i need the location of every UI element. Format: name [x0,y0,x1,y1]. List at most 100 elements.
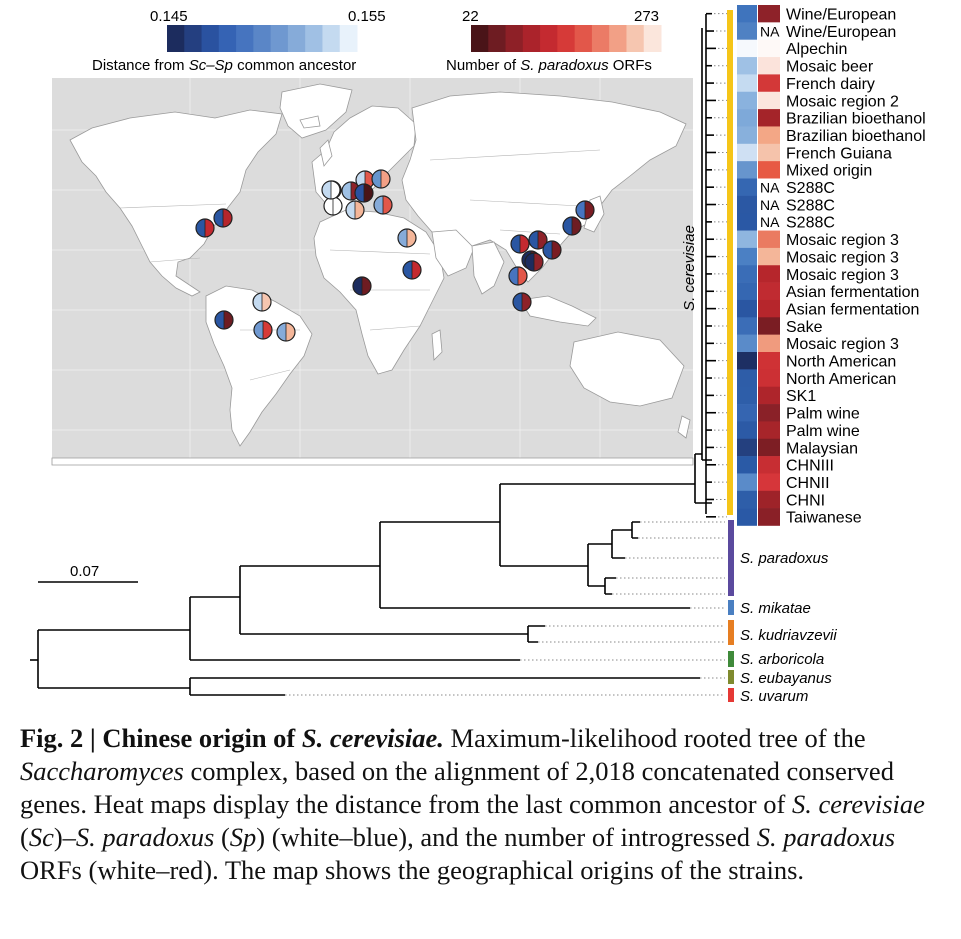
marker-japan [575,200,595,220]
heat-cell-distance [737,438,757,457]
heat-cell-distance [737,230,757,249]
heat-cell-distance [737,161,757,179]
heat-cell-orfs [758,386,780,405]
figure-caption: Fig. 2 | Chinese origin of S. cerevisiae… [20,723,925,885]
heat-cell-orfs [758,317,780,335]
tree-branch-eub-uva [38,677,700,696]
legend-orfs: 22 273 Number of S. paradoxus ORFs [446,8,662,74]
heat-cell-orfs [758,57,780,75]
heat-cell-distance [737,317,757,335]
heat-cell-na-label: NA [760,23,780,39]
species-label: S. kudriavzevii [740,627,837,644]
marker-south-america-3 [253,320,273,340]
heat-cell-distance [737,265,757,283]
heat-cell-distance [737,22,757,40]
heat-cell-distance [737,178,757,197]
strain-label: Wine/European [786,24,896,41]
heat-cell-orfs [758,438,780,457]
marker-europe-4 [371,169,391,189]
heat-cell-orfs [758,473,780,492]
species-bar [728,651,734,667]
species-bar [728,688,734,702]
tree-branch-par [380,484,640,595]
marker-europe-5 [323,196,343,216]
legend-swatch [270,25,289,52]
map-markers [195,169,595,342]
strain-label: Palm wine [786,406,860,423]
cerevisiae-clade-bar [727,10,733,515]
legend-swatch [488,25,507,52]
heat-cell-distance [737,39,757,58]
strain-label: North American [786,371,896,388]
legend-swatch [505,25,524,52]
legend-swatch [626,25,645,52]
heat-cell-orfs [758,490,780,509]
marker-africa-west [352,276,372,296]
tree-branch-kud [190,566,545,643]
heat-cell-distance [737,213,757,231]
strain-label: CHNI [786,492,825,509]
heat-cell-distance [737,334,757,353]
strain-label: Mosaic region 3 [786,232,899,249]
heat-cell-orfs [758,282,780,301]
legend-swatch [218,25,237,52]
legend-distance-gradient [167,25,358,52]
strain-label: Brazilian bioethanol [786,128,926,145]
legend-swatch [540,25,558,52]
heat-cell-orfs [758,421,780,440]
heat-cell-na-label: NA [760,197,780,213]
strain-label: Palm wine [786,423,860,440]
strain-label: Mosaic region 3 [786,336,899,353]
marker-north-america-2 [213,208,233,228]
strain-label: Taiwanese [786,510,862,527]
tree-branch-cer [500,28,712,504]
heat-cell-orfs [758,230,780,249]
heat-cell-distance [737,195,757,214]
strain-label: SK1 [786,388,816,405]
world-map [51,78,694,466]
heat-cell-orfs [758,143,780,162]
species-legend: S. paradoxus S. mikatae S. kudriavzevii S. … [728,520,837,705]
heat-cell-distance [737,126,757,145]
species-label: S. uvarum [740,688,808,705]
heat-cell-orfs [758,404,780,422]
heat-cell-distance [737,5,757,23]
marker-china-4 [542,240,562,260]
strain-label: Mosaic region 3 [786,267,899,284]
legend-orfs-min: 22 [462,8,479,25]
strain-label: Alpechin [786,41,847,58]
heat-cell-orfs [758,247,780,266]
legend-orfs-gradient [471,25,662,52]
heat-cell-distance [737,247,757,266]
heat-cell-orfs [758,352,780,370]
heat-cell-orfs [758,265,780,283]
legend-distance: 0.145 0.155 Distance from Sc–Sp common a… [92,8,386,74]
strain-label: Mosaic region 2 [786,93,899,110]
species-bar [728,670,734,684]
marker-europe-6 [373,195,393,215]
marker-taiwan [562,216,582,236]
species-label: S. eubayanus [740,670,832,687]
heat-cell-orfs [758,299,780,318]
tree-branch-mik [240,522,690,609]
strain-label: CHNIII [786,458,834,475]
marker-china-5 [508,266,528,286]
heat-cell-orfs [758,74,780,93]
strain-label: Wine/European [786,7,896,24]
strain-label: Asian fermentation [786,284,919,301]
marker-europe-7 [345,200,365,220]
caption-title: Chinese origin of S. cerevisiae. [102,723,444,753]
heat-cell-na-label: NA [760,180,780,196]
marker-north-america-1 [195,218,215,238]
heat-cell-orfs [758,178,780,197]
legend-swatch [339,25,358,52]
strain-label: Mosaic region 3 [786,249,899,266]
marker-europe-9 [321,180,341,200]
heat-cell-distance [737,352,757,370]
heat-cell-orfs [758,109,780,127]
legend-orfs-title: Number of S. paradoxus ORFs [446,57,652,74]
heat-cell-distance [737,109,757,127]
strain-labels: Wine/EuropeanWine/EuropeanAlpechinMosaic… [786,7,926,527]
heat-cell-orfs [758,39,780,58]
species-bar [728,600,734,615]
